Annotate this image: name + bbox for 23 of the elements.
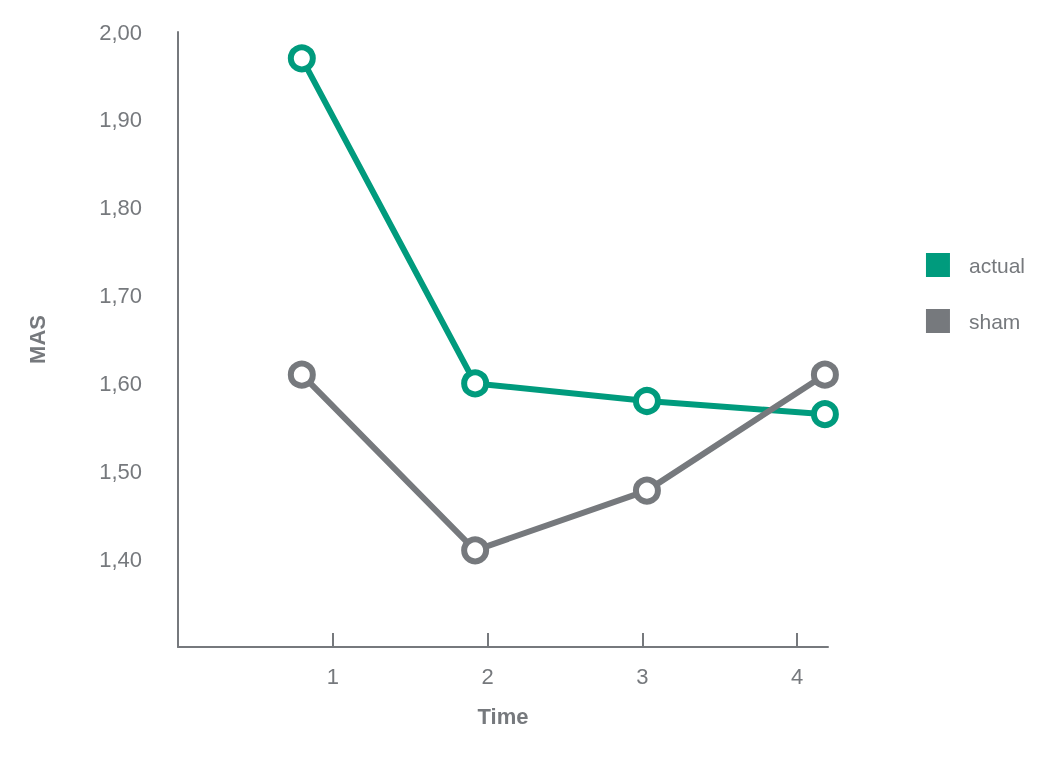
y-axis-title: MAS — [24, 315, 50, 364]
point — [810, 360, 839, 389]
point — [632, 387, 661, 415]
y-tick-label: 1,50 — [99, 458, 142, 484]
x-tick-label: 1 — [326, 663, 339, 689]
y-tick-label: 1,40 — [99, 546, 142, 572]
legend-label: sham — [968, 309, 1021, 333]
point — [632, 476, 661, 505]
y-tick-label: 1,90 — [99, 107, 142, 133]
y-tick-label: 2,00 — [99, 19, 142, 45]
y-tick-label: 1,60 — [99, 370, 142, 396]
x-tick-label: 4 — [790, 663, 804, 689]
point — [287, 360, 316, 389]
point — [461, 536, 490, 565]
x-tick-label: 2 — [481, 663, 494, 689]
point — [287, 44, 316, 73]
y-tick-label: 1,70 — [99, 283, 142, 309]
x-tick-label: 3 — [636, 663, 649, 689]
y-tick-label: 1,80 — [99, 195, 142, 221]
point — [461, 369, 490, 398]
x-axis-title: Time — [477, 703, 529, 729]
legend-label: actual — [968, 253, 1026, 277]
point — [810, 400, 839, 429]
